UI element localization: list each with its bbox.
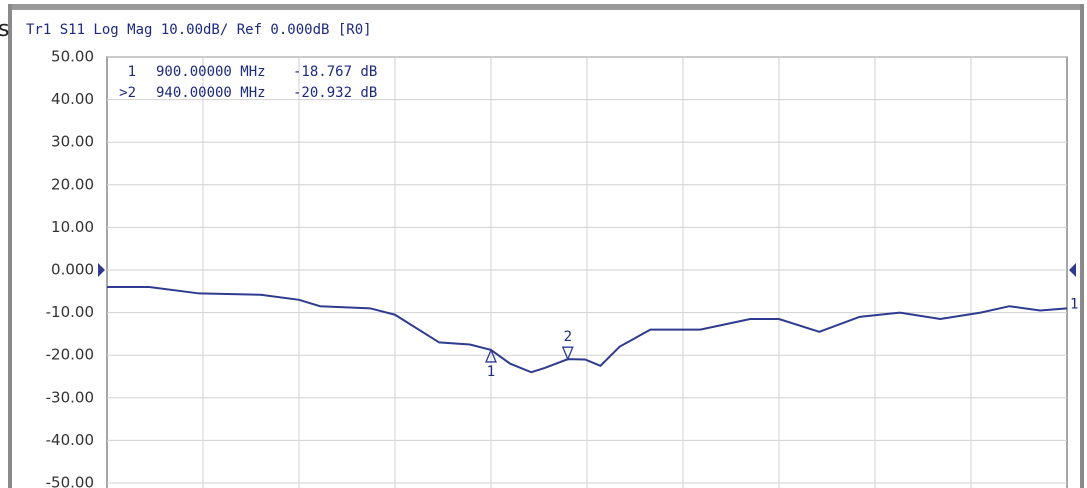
marker-symbol (485, 348, 497, 363)
reference-marker-left (98, 263, 105, 277)
y-tick-label: 10.00 (51, 218, 94, 236)
chart-title: Tr1 S11 Log Mag 10.00dB/ Ref 0.000dB [R0… (26, 22, 372, 38)
y-tick-label: 0.000 (51, 261, 94, 279)
marker-readout-level: -18.767 dB (293, 64, 377, 80)
y-tick-label: 20.00 (51, 175, 94, 193)
fragment: s (0, 17, 9, 42)
reference-marker-right (1069, 263, 1076, 277)
y-tick-label: 30.00 (51, 133, 94, 151)
y-tick-label: -30.00 (46, 388, 94, 406)
marker-readout-freq: 900.00000 MHz (156, 64, 266, 80)
marker-readout-level: -20.932 dB (293, 85, 377, 101)
marker-label: 1 (487, 364, 495, 380)
marker-label: 2 (564, 329, 572, 345)
window-frame-top (8, 4, 1083, 10)
marker-symbol (561, 346, 574, 361)
window-frame-left (8, 4, 12, 488)
trace-label: 1 (1070, 296, 1078, 312)
y-tick-label: -40.00 (46, 431, 94, 449)
trace-line (107, 286, 1068, 374)
marker-readout-freq: 940.00000 MHz (156, 85, 266, 101)
marker-readout-name: >2 (119, 85, 136, 101)
y-tick-label: -50.00 (46, 474, 94, 488)
y-tick-label: 40.00 (51, 90, 94, 108)
y-tick-label: -20.00 (46, 346, 94, 364)
y-tick-label: -10.00 (46, 303, 94, 321)
y-tick-label: 50.00 (51, 48, 94, 66)
marker-readout-name: 1 (128, 64, 136, 80)
window-frame-right (1080, 4, 1084, 488)
